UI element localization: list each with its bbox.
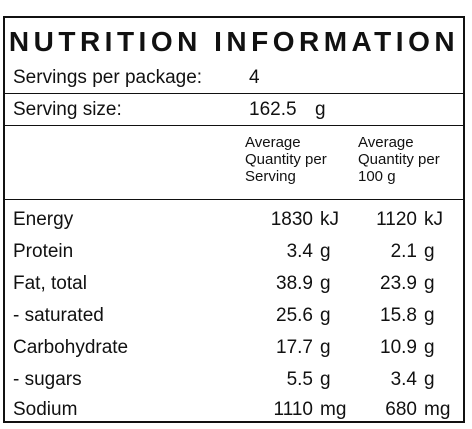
nutrient-row-sodium: Sodium 1110 mg 680 mg <box>5 394 463 426</box>
nutrient-name: Protein <box>13 241 74 262</box>
nutrient-row-sugars: - sugars 5.5 g 3.4 g <box>5 364 463 396</box>
serving-size-value: 162.5 <box>249 99 297 120</box>
per-100g-unit: g <box>424 369 435 390</box>
per-100g-value: 1120 <box>376 209 417 230</box>
per-serving-value: 25.6 <box>276 305 313 326</box>
panel-title: NUTRITION INFORMATION <box>8 26 460 57</box>
column-header-per-100g: Average Quantity per 100 g <box>358 134 440 185</box>
nutrient-name: Sodium <box>13 399 78 420</box>
servings-per-package-value: 4 <box>249 67 260 88</box>
per-serving-value: 1110 <box>273 399 313 420</box>
per-serving-value: 5.5 <box>286 369 313 390</box>
nutrient-name: - saturated <box>13 305 104 326</box>
per-100g-value: 2.1 <box>390 241 417 262</box>
per-100g-unit: g <box>424 337 435 358</box>
nutrient-row-fat-total: Fat, total 38.9 g 23.9 g <box>5 268 463 300</box>
divider <box>5 125 463 126</box>
per-serving-value: 3.4 <box>286 241 313 262</box>
per-serving-unit: g <box>320 273 331 294</box>
nutrient-row-saturated: - saturated 25.6 g 15.8 g <box>5 300 463 332</box>
per-100g-value: 680 <box>385 399 417 420</box>
per-serving-value: 17.7 <box>276 337 313 358</box>
servings-per-package-label: Servings per package: <box>13 67 203 88</box>
nutrient-name: Energy <box>13 209 74 230</box>
nutrition-panel: NUTRITION INFORMATION Servings per packa… <box>3 16 465 423</box>
per-100g-value: 15.8 <box>380 305 417 326</box>
per-100g-unit: mg <box>424 399 451 420</box>
nutrient-name: Fat, total <box>13 273 87 294</box>
nutrient-name: - sugars <box>13 369 82 390</box>
per-serving-unit: mg <box>320 399 347 420</box>
per-100g-unit: kJ <box>424 209 443 230</box>
per-100g-value: 3.4 <box>390 369 417 390</box>
per-serving-value: 1830 <box>270 209 313 230</box>
per-serving-unit: kJ <box>320 209 339 230</box>
divider <box>5 199 463 200</box>
serving-size-unit: g <box>315 99 326 120</box>
per-100g-unit: g <box>424 273 435 294</box>
divider <box>5 93 463 94</box>
per-100g-unit: g <box>424 305 435 326</box>
per-100g-value: 10.9 <box>380 337 417 358</box>
per-serving-unit: g <box>320 305 331 326</box>
serving-size-label: Serving size: <box>13 99 122 120</box>
nutrient-name: Carbohydrate <box>13 337 129 358</box>
nutrient-row-protein: Protein 3.4 g 2.1 g <box>5 236 463 268</box>
per-serving-unit: g <box>320 337 331 358</box>
per-100g-value: 23.9 <box>380 273 417 294</box>
nutrient-row-carbohydrate: Carbohydrate 17.7 g 10.9 g <box>5 332 463 364</box>
per-100g-unit: g <box>424 241 435 262</box>
per-serving-unit: g <box>320 369 331 390</box>
per-serving-value: 38.9 <box>276 273 313 294</box>
column-header-per-serving: Average Quantity per Serving <box>245 134 327 185</box>
nutrient-row-energy: Energy 1830 kJ 1120 kJ <box>5 204 463 236</box>
per-serving-unit: g <box>320 241 331 262</box>
